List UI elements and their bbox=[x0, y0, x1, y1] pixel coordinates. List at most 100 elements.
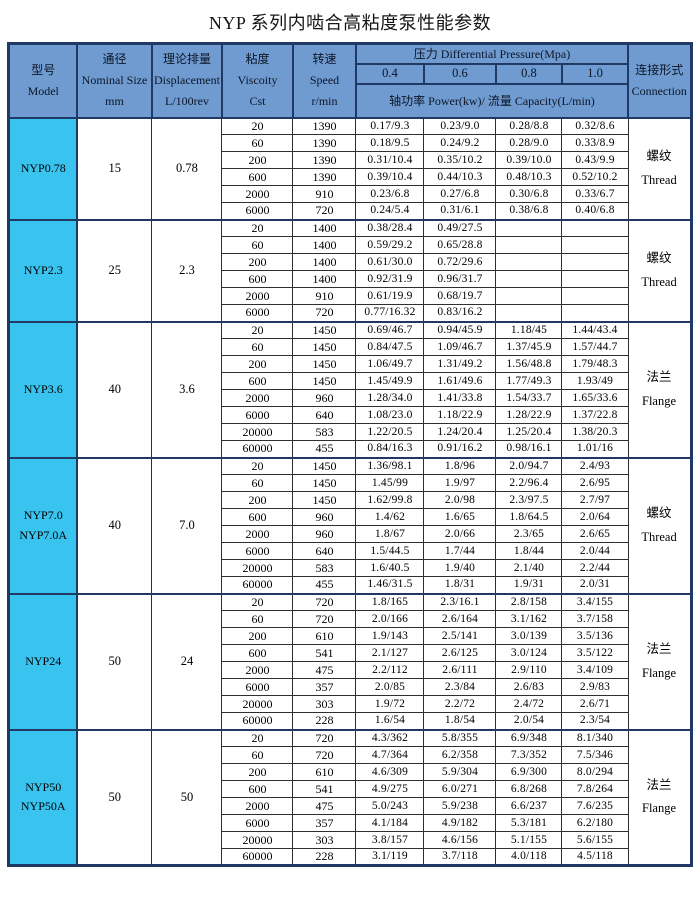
viscosity-cell: 600 bbox=[221, 168, 294, 186]
table-row: 600 1450 1.45/49.9 1.61/49.6 1.77/49.3 1.93/4… bbox=[9, 372, 691, 390]
power-capacity-cell-p10: 3.4/109 bbox=[561, 661, 629, 679]
power-capacity-cell-p04: 1.6/54 bbox=[355, 712, 425, 730]
power-capacity-cell-p04: 2.0/85 bbox=[355, 678, 425, 696]
pressure-value-1.0: 1.0 bbox=[560, 62, 630, 85]
table-row: 60000 455 0.84/16.3 0.91/16.2 0.98/16.1 1.01/… bbox=[9, 440, 691, 458]
power-capacity-cell-p06: 2.3/84 bbox=[423, 678, 497, 696]
viscosity-cell: 60000 bbox=[221, 576, 294, 594]
power-capacity-cell-p08: 2.3/97.5 bbox=[495, 491, 563, 509]
connection-cell: 螺纹 Thread bbox=[627, 218, 692, 322]
power-capacity-cell-p04: 0.24/5.4 bbox=[355, 202, 425, 220]
power-capacity-cell-p06: 2.5/141 bbox=[423, 627, 497, 645]
power-capacity-cell-p10: 2.9/83 bbox=[561, 678, 629, 696]
performance-table: 型号 Model 通径 Nominal Size mm 理论排量 Displac… bbox=[7, 42, 693, 867]
speed-cell: 228 bbox=[292, 848, 357, 866]
col-header-viscosity-unit: Cst bbox=[249, 94, 266, 109]
power-capacity-cell-p06: 0.35/10.2 bbox=[423, 151, 497, 169]
table-row: 60 720 2.0/166 2.6/164 3.1/162 3.7/158 bbox=[9, 610, 691, 628]
viscosity-cell: 200 bbox=[221, 253, 294, 271]
power-capacity-cell-p08: 2.6/83 bbox=[495, 678, 563, 696]
power-capacity-cell-p06: 2.0/98 bbox=[423, 491, 497, 509]
speed-cell: 1390 bbox=[292, 134, 357, 152]
speed-cell: 303 bbox=[292, 831, 357, 849]
power-capacity-cell-p10 bbox=[561, 304, 629, 322]
power-capacity-cell-p04: 4.3/362 bbox=[355, 728, 425, 747]
power-capacity-cell-p04: 1.06/49.7 bbox=[355, 355, 425, 373]
speed-cell: 610 bbox=[292, 763, 357, 781]
viscosity-cell: 200 bbox=[221, 627, 294, 645]
viscosity-cell: 6000 bbox=[221, 406, 294, 424]
power-capacity-cell-p06: 1.7/44 bbox=[423, 542, 497, 560]
pressure-value-0.4: 0.4 bbox=[354, 62, 425, 85]
col-header-displacement: 理论排量 Displacement L/100rev bbox=[150, 42, 223, 119]
power-capacity-cell-p04: 2.2/112 bbox=[355, 661, 425, 679]
power-capacity-cell-p04: 3.1/119 bbox=[355, 848, 425, 866]
col-header-nominal-unit: mm bbox=[105, 94, 124, 109]
power-capacity-cell-p04: 0.69/46.7 bbox=[355, 320, 425, 339]
viscosity-cell: 200 bbox=[221, 355, 294, 373]
power-capacity-cell-p08 bbox=[495, 218, 563, 237]
model-cell: NYP2.3 bbox=[7, 218, 78, 322]
speed-cell: 1450 bbox=[292, 320, 357, 339]
power-capacity-cell-p04: 1.9/143 bbox=[355, 627, 425, 645]
power-capacity-cell-p04: 1.9/72 bbox=[355, 695, 425, 713]
power-capacity-cell-p04: 1.46/31.5 bbox=[355, 576, 425, 594]
power-capacity-cell-p06: 1.24/20.4 bbox=[423, 423, 497, 441]
power-capacity-cell-p10 bbox=[561, 253, 629, 271]
nominal-size-cell: 15 bbox=[76, 116, 153, 220]
power-capacity-cell-p06: 0.27/6.8 bbox=[423, 185, 497, 203]
viscosity-cell: 60000 bbox=[221, 848, 294, 866]
speed-cell: 960 bbox=[292, 525, 357, 543]
power-capacity-cell-p08: 0.39/10.0 bbox=[495, 151, 563, 169]
power-capacity-cell-p10: 2.3/54 bbox=[561, 712, 629, 730]
power-capacity-cell-p06: 0.65/28.8 bbox=[423, 236, 497, 254]
table-row: 200 1400 0.61/30.0 0.72/29.6 bbox=[9, 253, 691, 271]
model-cell: NYP24 bbox=[7, 592, 78, 730]
viscosity-cell: 200 bbox=[221, 151, 294, 169]
speed-cell: 1450 bbox=[292, 474, 357, 492]
viscosity-cell: 600 bbox=[221, 780, 294, 798]
col-header-connection: 连接形式 Connection bbox=[627, 42, 693, 119]
viscosity-cell: 60 bbox=[221, 338, 294, 356]
power-capacity-cell-p06: 1.8/54 bbox=[423, 712, 497, 730]
displacement-cell: 3.6 bbox=[151, 320, 223, 458]
power-capacity-cell-p10: 5.6/155 bbox=[561, 831, 629, 849]
power-capacity-cell-p06: 4.9/182 bbox=[423, 814, 497, 832]
table-row: 2000 960 1.8/67 2.0/66 2.3/65 2.6/65 bbox=[9, 525, 691, 543]
col-header-speed-en: Speed bbox=[309, 73, 340, 88]
power-capacity-cell-p04: 0.38/28.4 bbox=[355, 218, 425, 237]
power-capacity-cell-p10: 0.43/9.9 bbox=[561, 151, 629, 169]
viscosity-cell: 6000 bbox=[221, 542, 294, 560]
viscosity-cell: 200 bbox=[221, 491, 294, 509]
nominal-size-cell: 50 bbox=[76, 592, 153, 730]
speed-cell: 610 bbox=[292, 627, 357, 645]
power-capacity-cell-p08: 4.0/118 bbox=[495, 848, 563, 866]
viscosity-cell: 2000 bbox=[221, 797, 294, 815]
power-capacity-cell-p06: 1.9/97 bbox=[423, 474, 497, 492]
speed-cell: 720 bbox=[292, 304, 357, 322]
table-header: 型号 Model 通径 Nominal Size mm 理论排量 Displac… bbox=[7, 42, 693, 119]
power-capacity-cell-p10: 1.44/43.4 bbox=[561, 320, 629, 339]
viscosity-cell: 6000 bbox=[221, 202, 294, 220]
speed-cell: 541 bbox=[292, 780, 357, 798]
power-capacity-cell-p04: 2.1/127 bbox=[355, 644, 425, 662]
power-capacity-cell-p08: 6.8/268 bbox=[495, 780, 563, 798]
col-header-displacement-unit: L/100rev bbox=[164, 94, 209, 109]
power-capacity-cell-p08: 3.0/139 bbox=[495, 627, 563, 645]
viscosity-cell: 60000 bbox=[221, 712, 294, 730]
power-capacity-cell-p10: 2.0/44 bbox=[561, 542, 629, 560]
power-capacity-cell-p06: 1.09/46.7 bbox=[423, 338, 497, 356]
viscosity-cell: 60 bbox=[221, 610, 294, 628]
col-header-viscosity-en: Viscoity bbox=[237, 73, 278, 88]
power-capacity-cell-p04: 0.39/10.4 bbox=[355, 168, 425, 186]
power-capacity-cell-p06: 6.2/358 bbox=[423, 746, 497, 764]
speed-cell: 1450 bbox=[292, 355, 357, 373]
power-capacity-cell-p08: 1.54/33.7 bbox=[495, 389, 563, 407]
viscosity-cell: 2000 bbox=[221, 525, 294, 543]
table-row: 200 610 4.6/309 5.9/304 6.9/300 8.0/294 bbox=[9, 763, 691, 781]
col-header-connection-en: Connection bbox=[631, 83, 687, 98]
power-capacity-cell-p08: 0.28/8.8 bbox=[495, 116, 563, 135]
power-capacity-cell-p08: 1.8/64.5 bbox=[495, 508, 563, 526]
viscosity-cell: 600 bbox=[221, 508, 294, 526]
power-capacity-cell-p06: 1.41/33.8 bbox=[423, 389, 497, 407]
